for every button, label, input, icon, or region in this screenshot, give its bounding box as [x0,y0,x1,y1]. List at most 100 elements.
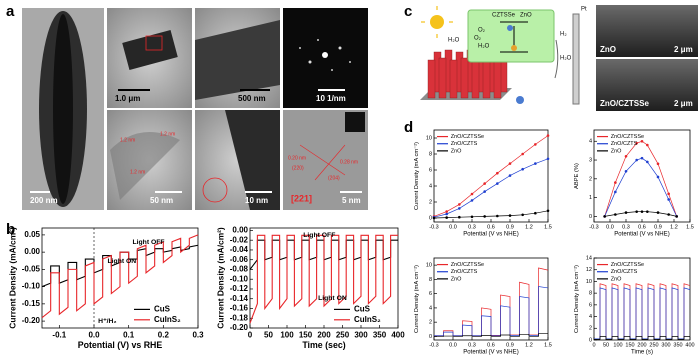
x-tick-label: 0.3 [622,225,630,231]
y-tick-label: 2 [429,199,432,205]
annotation: H⁺/H₂ [98,318,116,325]
x-tick-label: 0.9 [506,225,514,231]
x-tick-label: 350 [373,331,387,340]
x-tick-label: 1.2 [670,225,678,231]
y-tick-label: -0.06 [230,255,249,264]
x-tick-label: -0.3 [589,225,598,231]
y-tick-label: -0.20 [22,316,41,325]
data-point [521,167,524,171]
y-tick-label: -0.18 [230,313,249,322]
data-point [614,213,617,216]
annotation: Light OFF [303,232,335,239]
x-axis-label: Potential (V vs NHE) [614,232,669,238]
data-point [635,158,638,162]
y-tick-label: 2 [429,320,432,326]
legend-label: ZnO/CZTSSe [451,262,484,268]
y-tick-label: -0.14 [230,294,249,303]
y-tick-label: 0.00 [24,247,40,256]
y-tick-label: 0.05 [24,230,40,239]
annotation: Light ON [108,258,137,265]
x-tick-label: 0.3 [468,225,476,231]
sem-image: ZnO 2 μm [596,5,698,57]
x-tick-label: 300 [661,343,670,349]
data-point [656,211,660,214]
scale-bar-label: 2 μm [674,99,693,108]
schematic-label: ZnO [520,13,532,19]
data-point [496,171,499,175]
x-tick-label: 0.6 [638,225,646,231]
y-axis-label: Current Density (mA cm⁻²) [414,265,420,333]
data-point [667,198,670,201]
data-point [458,203,461,206]
y-tick-label: 0.00 [232,226,248,235]
y-tick-label: 2 [589,176,592,182]
legend-label: CuInS₂ [154,315,181,324]
data-line [433,135,549,217]
y-tick-label: 4 [429,183,432,189]
x-tick-label: 0.3 [192,331,204,340]
data-point [675,215,678,218]
y-axis-label: ABPE (%) [574,163,580,189]
x-tick-label: 100 [280,331,294,340]
micrograph: 50 nm 1.2 nm 1.2 nm 1.2 nm [107,110,192,210]
schematic-label: CZTSSe [492,13,516,19]
y-tick-label: -0.10 [22,282,41,291]
y-tick-label: 10 [586,279,592,285]
x-tick-label: 400 [685,343,694,349]
x-tick-label: 200 [317,331,331,340]
y-tick-label: 0 [429,215,432,221]
legend-label: ZnO [611,276,622,282]
data-point [614,181,617,184]
x-axis-label: Time (s) [631,350,653,356]
legend-label: ZnO/CZTS [451,141,478,147]
x-tick-label: 1.2 [525,225,533,231]
data-point [521,152,524,156]
schematic-label: O₂ [478,28,486,34]
scale-bar-label: 200 nm [30,196,58,205]
data-point [656,175,660,179]
scale-bar-label: 10 1/nm [316,94,346,103]
legend-label: ZnO [451,276,462,282]
y-tick-label: 10 [426,263,432,269]
x-tick-label: 0.2 [158,331,170,340]
y-tick-label: -0.20 [230,323,249,332]
data-line [604,157,677,217]
x-tick-label: 0.6 [487,343,495,349]
data-point [624,170,628,173]
y-tick-label: 10 [426,135,432,141]
micrograph: 1.0 μm [107,8,192,108]
sem-image: ZnO/CZTSSe 2 μm [596,59,698,111]
micrograph: 200 nm [22,8,104,210]
y-tick-label: 8 [589,291,592,297]
data-point [640,210,644,213]
legend-label: ZnO/CZTSSe [611,134,644,140]
y-tick-label: 4 [429,305,432,311]
data-point [546,209,550,213]
data-point [483,215,486,218]
schematic-label: H₂O [448,38,460,44]
legend-label: ZnO/CZTS [611,141,638,147]
scale-bar-label: 500 nm [238,94,266,103]
legend-label: ZnO/CZTS [611,269,638,275]
y-tick-label: 4 [589,139,592,145]
y-tick-label: 3 [589,157,592,163]
y-tick-label: 0 [589,214,592,220]
y-tick-label: 6 [429,167,432,173]
y-tick-label: 2 [589,326,592,332]
x-tick-label: 0 [248,331,253,340]
data-line [594,287,691,340]
y-tick-label: 0 [589,337,592,343]
x-tick-label: -0.3 [429,343,438,349]
x-axis-label: Time (sec) [302,340,345,350]
data-point [640,139,644,143]
y-tick-label: 1 [589,195,592,201]
y-tick-label: 8 [429,151,432,157]
data-point [432,216,436,220]
y-tick-label: 14 [586,255,592,261]
x-axis-label: Potential (V vs NHE) [463,350,518,356]
data-line [249,234,398,324]
micrograph: 10 1/nm [283,8,368,108]
data-point [624,211,628,214]
x-tick-label: 1.5 [544,343,552,349]
sem-label: ZnO/CZTSSe [600,99,649,108]
